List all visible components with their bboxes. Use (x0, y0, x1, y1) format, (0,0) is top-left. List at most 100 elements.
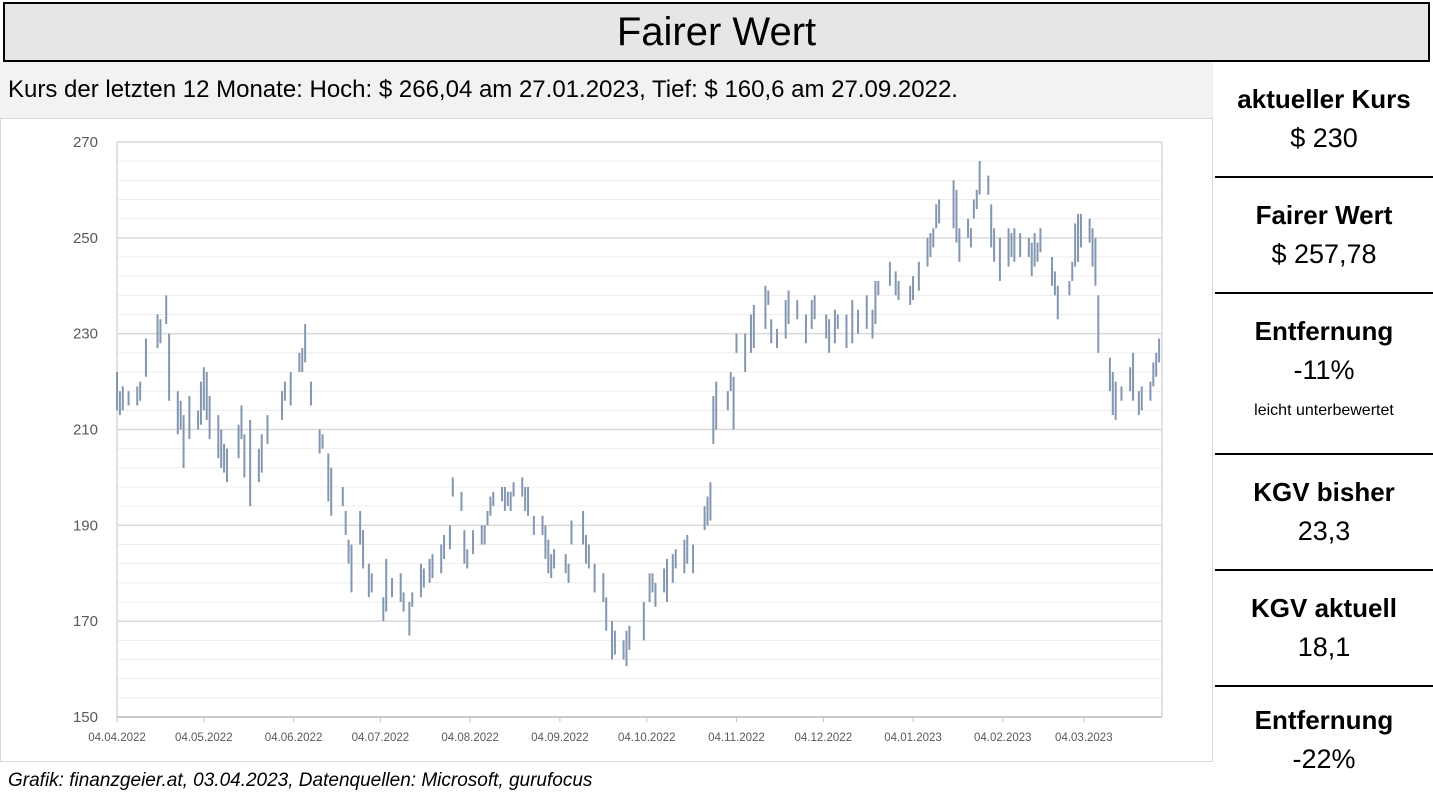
range-bar (237, 424, 240, 459)
range-bar (391, 578, 393, 598)
range-bar (833, 309, 836, 344)
range-bar (1158, 338, 1161, 363)
range-bar (1053, 271, 1056, 296)
range-bar (440, 544, 443, 574)
range-bar (223, 443, 226, 473)
range-bar (347, 539, 350, 564)
range-bar (952, 180, 955, 229)
x-tick-label: 04.02.2023 (974, 732, 1032, 744)
range-bar (327, 453, 330, 502)
range-bar (564, 554, 567, 574)
range-bar (611, 621, 613, 660)
range-bar (512, 482, 515, 497)
range-bar (926, 237, 929, 267)
range-bar (1071, 261, 1074, 281)
range-bar (1114, 381, 1117, 420)
range-bar (813, 295, 816, 320)
range-bar (240, 405, 243, 440)
range-bar (938, 199, 941, 224)
range-bar (663, 568, 666, 593)
y-tick-label: 230 (73, 326, 98, 343)
y-tick-label: 210 (73, 422, 98, 439)
footer: Grafik: finanzgeier.at, 03.04.2023, Date… (8, 770, 593, 791)
range-bar (909, 285, 912, 305)
range-bar (602, 573, 605, 602)
range-bar (249, 419, 252, 507)
range-bar (318, 429, 321, 454)
range-bar (460, 491, 463, 511)
range-bar (202, 367, 205, 411)
x-tick-label: 04.04.2022 (88, 732, 146, 744)
range-bar (770, 319, 773, 344)
chart: 150 170 190 210 230 250 270 04.04.2022 04.05.202… (73, 134, 1163, 744)
kpi: Fairer Wert $ 257,78 (1215, 178, 1433, 294)
range-bar (972, 199, 975, 219)
range-bar (1088, 218, 1091, 243)
range-bar (541, 515, 544, 535)
range-bar (998, 237, 1001, 281)
range-bar (993, 228, 996, 262)
range-bar (990, 204, 993, 248)
range-bar (165, 295, 168, 325)
range-bar (176, 391, 179, 435)
range-bar (382, 597, 385, 622)
range-bar (874, 280, 877, 325)
range-bar (304, 324, 307, 363)
title: Fairer Wert (3, 2, 1430, 62)
range-bar (888, 261, 891, 286)
range-bar (709, 482, 712, 521)
range-bar (411, 592, 414, 607)
range-bar (1074, 223, 1077, 267)
range-bar (683, 539, 686, 574)
range-bar (836, 314, 839, 329)
range-bar (428, 558, 431, 583)
range-bar (828, 319, 831, 353)
range-bar (127, 391, 130, 406)
y-tick-label: 270 (73, 134, 98, 151)
range-bar (188, 395, 191, 440)
range-bar (257, 448, 260, 483)
kpi: KGV bisher 23,3 (1215, 455, 1433, 571)
range-bar (628, 625, 631, 650)
range-bar (472, 530, 475, 555)
range-bar (301, 348, 304, 372)
range-bar (550, 554, 553, 579)
range-bar (408, 602, 411, 636)
range-bar (359, 510, 362, 545)
range-bar (712, 395, 715, 444)
kpi: Entfernung -11% leicht unterbewertet (1215, 294, 1433, 455)
range-bar (503, 487, 506, 511)
range-bar (642, 602, 645, 641)
range-bar (851, 300, 854, 344)
range-bar (226, 448, 228, 483)
range-bar (136, 386, 139, 406)
range-bar (422, 568, 425, 588)
range-bar (1091, 228, 1094, 267)
range-bar (385, 558, 388, 612)
kpi-label: Fairer Wert (1255, 200, 1393, 230)
range-bar (298, 352, 301, 372)
range-bar (871, 309, 874, 339)
range-bar (321, 434, 324, 449)
range-bar (1033, 233, 1036, 267)
range-bar (260, 434, 263, 473)
range-bar (370, 573, 373, 593)
range-bar (744, 333, 747, 372)
range-bar (692, 544, 695, 574)
range-bar (651, 573, 654, 593)
range-bar (622, 640, 625, 660)
kpi-value: -11% (1293, 355, 1355, 385)
range-bar (1140, 386, 1143, 411)
range-bar (666, 558, 668, 602)
x-tick-label: 04.11.2022 (708, 732, 765, 744)
range-bar (726, 391, 729, 411)
kpi-label: KGV aktuell (1251, 593, 1397, 623)
range-bar (877, 280, 880, 296)
range-bar (118, 391, 121, 416)
range-bar (182, 415, 185, 468)
x-tick-label: 04.08.2022 (441, 732, 499, 744)
range-bar (825, 314, 828, 339)
range-bar (1068, 280, 1071, 296)
range-bar (975, 189, 978, 210)
x-tick-label: 04.09.2022 (531, 732, 589, 744)
